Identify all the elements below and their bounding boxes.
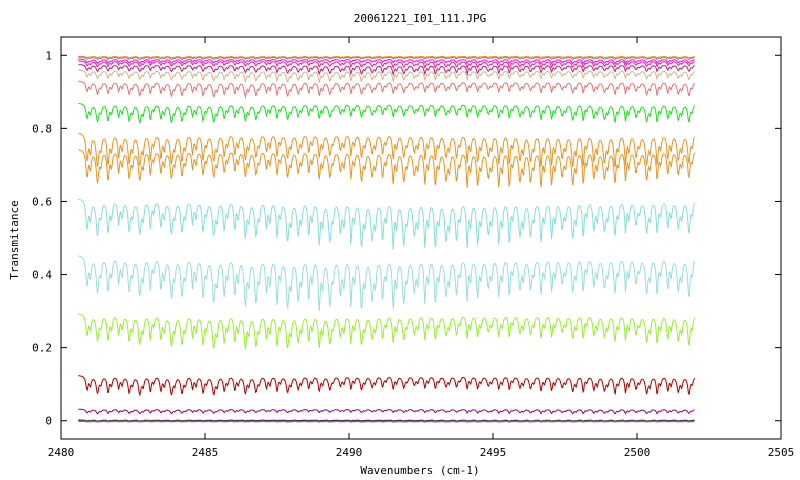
series-line (78, 60, 695, 70)
series-line (78, 56, 695, 61)
y-tick-label: 1 (45, 49, 52, 62)
series-line (78, 149, 696, 188)
y-tick-label: 0.8 (32, 122, 52, 135)
y-tick-label: 0.4 (32, 269, 52, 282)
series-line (78, 80, 696, 99)
series-line (78, 408, 695, 415)
series-line (78, 421, 695, 423)
plot-frame (60, 36, 782, 440)
series-line (78, 64, 695, 77)
series-layer (78, 55, 696, 423)
y-tick-label: 0.6 (32, 195, 52, 208)
series-line (78, 420, 695, 423)
y-tick-label: 0.2 (32, 342, 52, 355)
x-tick-label: 2495 (480, 446, 507, 459)
series-line (78, 198, 696, 250)
x-tick-label: 2505 (768, 446, 795, 459)
x-tick-label: 2500 (624, 446, 651, 459)
x-tick-label: 2490 (336, 446, 363, 459)
x-tick-label: 2480 (48, 446, 75, 459)
series-line (78, 255, 696, 312)
series-line (78, 102, 696, 125)
series-line (78, 132, 696, 168)
y-tick-label: 0 (45, 415, 52, 428)
series-line (78, 313, 696, 350)
series-line (78, 58, 695, 65)
chart-title: 20061221_I01_111.JPG (354, 12, 486, 25)
series-line (78, 375, 696, 397)
series-line (78, 69, 695, 84)
x-axis-label: Wavenumbers (cm-1) (360, 464, 479, 477)
x-tick-label: 2485 (192, 446, 219, 459)
y-axis-label: Transmitance (8, 200, 21, 279)
series-line (78, 55, 695, 59)
